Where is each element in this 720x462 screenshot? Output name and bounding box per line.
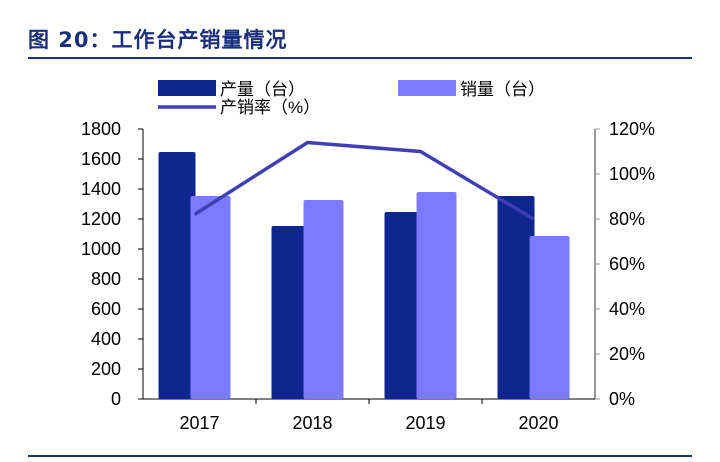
x-tick-label: 2018 [292, 413, 332, 433]
y-tick-label: 800 [91, 269, 121, 289]
x-tick-label: 2020 [518, 413, 558, 433]
y-tick-label: 1200 [81, 209, 121, 229]
chart-title: 图 20：工作台产销量情况 [28, 28, 288, 52]
x-tick-label: 2019 [405, 413, 445, 433]
x-tick-label: 2017 [179, 413, 219, 433]
y-tick-label: 1800 [81, 119, 121, 139]
legend-label-sales: 销量（台） [460, 80, 545, 99]
y2-tick-label: 120% [609, 119, 655, 139]
bottom-divider [28, 455, 692, 457]
y-tick-label: 1600 [81, 149, 121, 169]
y2-tick-label: 60% [609, 254, 645, 274]
bar-production [384, 211, 422, 399]
y-tick-label: 200 [91, 359, 121, 379]
bar-production [158, 151, 196, 399]
line-sell-through-rate [193, 140, 535, 221]
y2-tick-label: 0% [609, 389, 635, 409]
y-tick-label: 600 [91, 299, 121, 319]
y-tick-label: 1000 [81, 239, 121, 259]
bar-sales [416, 192, 457, 399]
y-tick-label: 1400 [81, 179, 121, 199]
bar-production [271, 226, 309, 399]
y2-tick-label: 80% [609, 209, 645, 229]
y2-tick-label: 20% [609, 344, 645, 364]
y-tick-label: 400 [91, 329, 121, 349]
legend-swatch-production [158, 80, 216, 96]
y2-tick-label: 40% [609, 299, 645, 319]
bar-sales [529, 235, 570, 399]
legend-label-rate: 产销率（%） [220, 98, 320, 117]
y2-tick-label: 100% [609, 164, 655, 184]
bar-sales [190, 196, 231, 399]
y-tick-label: 0 [111, 389, 121, 409]
title-divider [28, 57, 692, 59]
legend-swatch-sales [398, 80, 456, 96]
legend-label-production: 产量（台） [220, 80, 305, 99]
bar-production [497, 196, 535, 399]
bar-sales [303, 199, 344, 399]
